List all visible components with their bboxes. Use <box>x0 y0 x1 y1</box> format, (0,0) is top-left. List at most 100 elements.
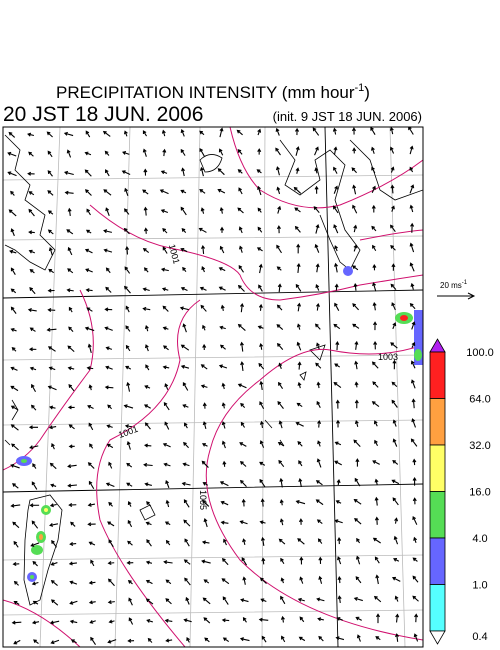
wind-arrow <box>84 326 95 332</box>
wind-arrow <box>334 460 342 466</box>
wind-arrow <box>280 615 285 623</box>
wind-arrow <box>221 402 226 409</box>
wind-arrow <box>297 361 302 370</box>
colorbar-segment <box>429 351 446 399</box>
wind-arrow <box>146 539 152 547</box>
wind-arrow <box>219 245 225 254</box>
wind-arrow <box>219 481 229 487</box>
wind-arrow <box>64 190 74 195</box>
wind-arrow <box>372 537 381 544</box>
wind-arrow <box>389 146 395 154</box>
wind-arrow <box>356 537 361 544</box>
wind-arrow <box>142 306 151 311</box>
wind-arrow <box>276 304 283 311</box>
wind-arrow <box>334 441 342 446</box>
wind-arrow <box>85 268 93 273</box>
wind-arrow <box>50 579 58 586</box>
wind-arrow <box>68 384 75 392</box>
wind-arrow <box>183 519 191 527</box>
colorbar-segment <box>429 537 446 585</box>
valid-time: 20 JST 18 JUN. 2006 <box>3 103 203 126</box>
wind-arrow <box>353 499 362 505</box>
wind-arrow <box>160 170 168 175</box>
wind-arrow <box>295 146 300 156</box>
wind-arrow <box>371 361 379 369</box>
graticule <box>3 127 423 647</box>
wind-arrow <box>391 381 398 388</box>
wind-arrow <box>146 618 153 623</box>
wind-arrow <box>67 345 75 353</box>
wind-arrow <box>12 483 19 489</box>
wind-arrow <box>295 167 300 174</box>
wind-arrow <box>239 442 247 447</box>
colorbar-over <box>429 338 446 353</box>
wind-arrow <box>297 381 302 389</box>
wind-arrow <box>11 620 22 625</box>
wind-arrow <box>314 323 321 330</box>
wind-arrow <box>107 639 117 644</box>
wind-arrow <box>66 288 74 293</box>
wind-arrow <box>199 147 205 157</box>
wind-arrow <box>354 477 361 487</box>
wind-arrow <box>163 462 171 467</box>
wind-arrow <box>123 404 134 409</box>
wind-arrow <box>409 262 415 272</box>
wind-arrow <box>410 438 418 447</box>
wind-arrow <box>411 321 416 330</box>
wind-arrow <box>354 399 359 409</box>
wind-arrow <box>410 360 416 369</box>
wind-arrow <box>162 227 168 234</box>
wind-arrow <box>337 556 342 565</box>
wind-arrow <box>88 384 93 391</box>
wind-arrow <box>316 381 321 389</box>
wind-arrow <box>392 459 399 465</box>
wind-arrow <box>295 499 306 505</box>
wind-arrow <box>238 245 243 253</box>
wind-arrow <box>219 127 224 138</box>
wind-arrow <box>296 262 301 274</box>
wind-arrow <box>67 366 75 371</box>
wind-arrow <box>181 227 187 233</box>
wind-arrow <box>104 385 114 390</box>
wind-arrow <box>221 421 226 429</box>
vector-legend-exponent: -1 <box>462 280 468 286</box>
wind-arrow <box>164 421 170 430</box>
wind-arrow <box>222 596 229 605</box>
map-frame <box>2 126 424 648</box>
wind-arrow <box>314 146 319 156</box>
wind-arrow <box>258 362 265 370</box>
colorbar-label: 100.0 <box>466 347 494 359</box>
wind-arrow <box>294 225 301 233</box>
wind-arrow <box>299 576 304 584</box>
wind-arrow <box>237 323 246 331</box>
wind-arrow <box>375 636 381 641</box>
wind-arrow <box>105 365 113 370</box>
wind-arrow <box>297 597 305 602</box>
wind-arrow <box>163 401 170 411</box>
wind-arrow <box>89 443 94 449</box>
wind-arrow <box>221 618 230 623</box>
contour-label: 1001 <box>167 243 182 265</box>
wind-arrow <box>218 267 226 272</box>
wind-arrow <box>298 518 303 525</box>
wind-arrow <box>180 206 187 216</box>
wind-arrow <box>200 207 205 214</box>
wind-arrow <box>336 479 341 486</box>
wind-arrow <box>238 265 244 273</box>
wind-arrow <box>47 170 53 177</box>
wind-arrow <box>163 345 169 351</box>
wind-arrow <box>409 184 415 194</box>
wind-arrow <box>31 481 38 490</box>
wind-arrow <box>259 520 266 525</box>
wind-arrow <box>203 579 210 584</box>
wind-arrow <box>223 538 227 546</box>
wind-arrow <box>238 226 243 234</box>
wind-arrow <box>412 476 417 486</box>
wind-arrow <box>7 171 17 177</box>
wind-arrow <box>27 132 35 137</box>
precipitation <box>16 266 423 582</box>
wind-arrow <box>50 599 59 606</box>
wind-arrow <box>125 305 130 313</box>
wind-arrow <box>258 284 263 292</box>
wind-arrow <box>67 483 77 488</box>
